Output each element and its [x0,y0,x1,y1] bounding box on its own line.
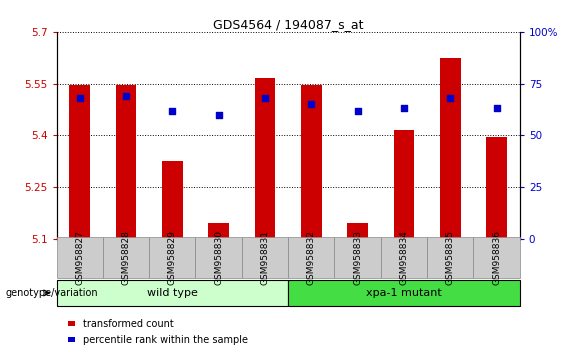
Text: GSM958835: GSM958835 [446,230,455,285]
Bar [116,85,136,239]
Text: GSM958829: GSM958829 [168,230,177,285]
Text: GSM958828: GSM958828 [121,230,131,285]
Text: percentile rank within the sample: percentile rank within the sample [83,335,248,345]
Bar [255,79,275,239]
Text: wild type: wild type [147,288,198,298]
Point [121,93,131,99]
Text: GSM958834: GSM958834 [399,230,408,285]
Point [75,95,84,101]
Text: GSM958830: GSM958830 [214,230,223,285]
Text: GSM958832: GSM958832 [307,230,316,285]
Bar [208,223,229,239]
Text: xpa-1 mutant: xpa-1 mutant [366,288,442,298]
Title: GDS4564 / 194087_s_at: GDS4564 / 194087_s_at [213,18,363,31]
Point [168,108,177,113]
Point [446,95,455,101]
Point [307,102,316,107]
Bar [347,223,368,239]
Point [492,105,501,111]
Bar [162,161,182,239]
Bar [394,130,414,239]
Text: transformed count: transformed count [83,319,174,329]
Bar [486,137,507,239]
Bar [69,85,90,239]
Point [399,105,408,111]
Text: GSM958831: GSM958831 [260,230,270,285]
Point [214,112,223,118]
Bar [440,58,460,239]
Text: genotype/variation: genotype/variation [6,288,98,298]
Point [260,95,270,101]
Text: GSM958827: GSM958827 [75,230,84,285]
Bar [301,85,321,239]
Text: GSM958833: GSM958833 [353,230,362,285]
Point [353,108,362,113]
Text: GSM958836: GSM958836 [492,230,501,285]
